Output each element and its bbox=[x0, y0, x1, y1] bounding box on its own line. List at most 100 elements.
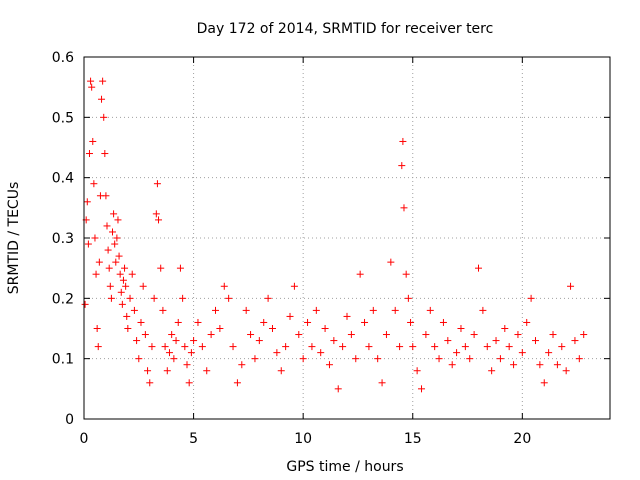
data-point bbox=[317, 349, 325, 357]
data-point bbox=[152, 210, 160, 218]
data-point bbox=[268, 325, 276, 332]
x-tick-label: 20 bbox=[513, 431, 531, 447]
data-point bbox=[121, 264, 129, 272]
data-point bbox=[413, 367, 421, 375]
data-point bbox=[571, 337, 579, 345]
data-point bbox=[374, 355, 382, 363]
data-point bbox=[531, 337, 539, 345]
data-point bbox=[439, 318, 447, 326]
data-point bbox=[216, 325, 224, 332]
chart-title: Day 172 of 2014, SRMTID for receiver ter… bbox=[197, 21, 494, 37]
data-point bbox=[133, 337, 141, 345]
data-point bbox=[170, 355, 178, 363]
data-point bbox=[168, 331, 176, 339]
data-point bbox=[87, 77, 95, 85]
data-point bbox=[212, 306, 219, 314]
data-point bbox=[179, 294, 187, 302]
data-point bbox=[562, 367, 570, 375]
data-point bbox=[399, 137, 407, 145]
data-point bbox=[94, 343, 102, 351]
x-tick-label: 15 bbox=[404, 431, 422, 447]
data-point bbox=[470, 331, 478, 339]
data-point bbox=[277, 367, 285, 375]
data-point bbox=[501, 325, 509, 332]
data-point bbox=[453, 349, 461, 357]
data-point bbox=[365, 343, 373, 351]
data-point bbox=[308, 343, 316, 351]
data-point bbox=[148, 343, 156, 351]
data-point bbox=[104, 246, 112, 254]
data-point bbox=[391, 306, 399, 314]
data-point bbox=[103, 222, 111, 230]
data-point bbox=[330, 337, 338, 345]
data-point bbox=[81, 300, 89, 308]
data-point bbox=[124, 325, 132, 332]
data-point bbox=[247, 331, 255, 339]
data-point bbox=[114, 216, 122, 224]
data-point bbox=[122, 282, 130, 290]
data-point bbox=[282, 343, 290, 351]
data-point bbox=[325, 361, 333, 369]
data-point bbox=[479, 306, 487, 314]
data-point bbox=[457, 325, 465, 332]
data-point bbox=[99, 77, 107, 85]
data-point bbox=[194, 318, 202, 326]
data-point bbox=[141, 331, 149, 339]
data-point bbox=[157, 264, 165, 272]
data-point bbox=[260, 318, 268, 326]
x-tick-label: 5 bbox=[189, 431, 198, 447]
data-point bbox=[172, 337, 180, 345]
data-point bbox=[361, 318, 369, 326]
data-point bbox=[91, 234, 99, 242]
data-point bbox=[155, 216, 163, 224]
data-point bbox=[165, 349, 173, 357]
data-point bbox=[98, 95, 106, 103]
y-tick-label: 0.3 bbox=[52, 231, 74, 247]
data-point bbox=[540, 379, 548, 387]
data-point bbox=[444, 337, 452, 345]
y-tick-label: 0.6 bbox=[52, 50, 74, 66]
data-point bbox=[461, 343, 469, 351]
data-point bbox=[352, 355, 360, 363]
data-point bbox=[321, 325, 329, 332]
axis-ticks: 0 0.1 0.2 0.3 0.4 0.5 0.6 0 5 10 15 20 bbox=[52, 50, 610, 447]
data-point bbox=[488, 367, 496, 375]
data-point bbox=[176, 264, 184, 272]
data-point bbox=[233, 379, 241, 387]
data-point bbox=[101, 150, 109, 158]
data-point bbox=[518, 349, 526, 357]
data-point bbox=[150, 294, 158, 302]
data-point bbox=[356, 270, 364, 278]
data-point bbox=[238, 361, 246, 369]
data-point bbox=[409, 343, 417, 351]
data-point bbox=[225, 294, 233, 302]
data-point bbox=[435, 355, 443, 363]
data-point bbox=[475, 264, 482, 272]
data-point bbox=[273, 349, 281, 357]
data-point bbox=[299, 355, 307, 363]
data-point bbox=[402, 270, 410, 278]
data-point bbox=[83, 198, 91, 206]
data-point bbox=[549, 331, 557, 339]
data-point bbox=[198, 343, 206, 351]
data-point bbox=[343, 312, 351, 320]
data-point bbox=[113, 234, 121, 242]
data-point bbox=[400, 204, 408, 212]
data-point bbox=[286, 312, 294, 320]
data-point bbox=[575, 355, 583, 363]
data-point bbox=[174, 318, 182, 326]
y-tick-label: 0.5 bbox=[52, 110, 74, 126]
x-axis-label: GPS time / hours bbox=[286, 459, 403, 475]
data-point bbox=[183, 361, 191, 369]
data-point bbox=[163, 367, 171, 375]
plot-area-border bbox=[83, 56, 611, 420]
data-point bbox=[290, 282, 298, 290]
data-point bbox=[112, 258, 120, 266]
data-point bbox=[115, 252, 123, 260]
data-point bbox=[378, 379, 386, 387]
data-point bbox=[448, 361, 456, 369]
data-point bbox=[398, 162, 406, 170]
data-point bbox=[144, 367, 152, 375]
data-point bbox=[153, 180, 161, 188]
